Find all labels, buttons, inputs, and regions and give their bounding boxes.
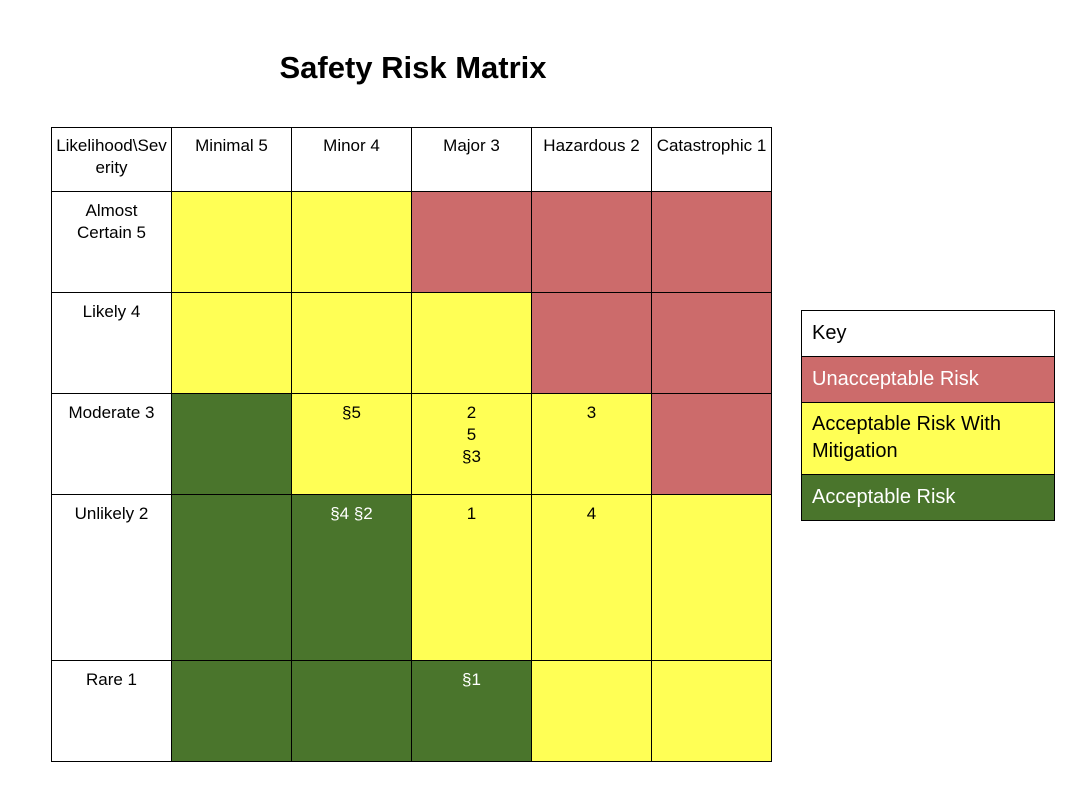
- risk-cell-acceptable: [171, 660, 292, 762]
- likelihood-header-cell: Rare 1: [51, 660, 172, 762]
- risk-cell-mitigation: [531, 660, 652, 762]
- hazard-mark: 1: [466, 504, 477, 523]
- likelihood-row: Unlikely 2 §4 §2 1 4: [51, 494, 772, 661]
- risk-cell-unacceptable: [651, 393, 772, 495]
- hazard-mark: §4 §2: [330, 504, 373, 523]
- likelihood-header-cell: Likely 4: [51, 292, 172, 394]
- risk-cell-mitigation: [171, 191, 292, 293]
- likelihood-row: Almost Certain 5: [51, 191, 772, 293]
- likelihood-row: Moderate 3 §5 2 5 §3 3: [51, 393, 772, 495]
- risk-cell-mitigation: 2 5 §3: [411, 393, 532, 495]
- hazard-mark: §1: [462, 670, 481, 689]
- severity-label: Minimal 5: [195, 136, 268, 155]
- severity-header-cell: Minimal 5: [171, 127, 292, 192]
- risk-cell-acceptable: [171, 494, 292, 661]
- risk-cell-mitigation: [651, 494, 772, 661]
- matrix-corner-cell: Likelihood\Severity: [51, 127, 172, 192]
- likelihood-label: Rare 1: [85, 670, 138, 689]
- severity-header-cell: Minor 4: [291, 127, 412, 192]
- risk-cell-acceptable: §4 §2: [291, 494, 412, 661]
- risk-cell-unacceptable: [651, 292, 772, 394]
- risk-cell-unacceptable: [531, 191, 652, 293]
- risk-cell-mitigation: 1: [411, 494, 532, 661]
- likelihood-label: Unlikely 2: [74, 504, 149, 523]
- severity-label: Catastrophic 1: [656, 136, 767, 155]
- risk-cell-acceptable: [291, 660, 412, 762]
- risk-cell-acceptable: [171, 393, 292, 495]
- hazard-mark: 5: [466, 425, 477, 444]
- hazard-mark: §5: [342, 403, 361, 422]
- severity-header-cell: Major 3: [411, 127, 532, 192]
- likelihood-label: Moderate 3: [68, 403, 155, 422]
- hazard-mark: 4: [586, 504, 597, 523]
- legend: Key Unacceptable Risk Acceptable Risk Wi…: [801, 310, 1055, 521]
- risk-matrix: Likelihood\Severity Minimal 5 Minor 4 Ma…: [51, 127, 772, 762]
- risk-cell-mitigation: [411, 292, 532, 394]
- risk-cell-unacceptable: [651, 191, 772, 293]
- likelihood-row: Likely 4: [51, 292, 772, 394]
- matrix-header-row: Likelihood\Severity Minimal 5 Minor 4 Ma…: [51, 127, 772, 192]
- likelihood-header-cell: Unlikely 2: [51, 494, 172, 661]
- likelihood-row: Rare 1 §1: [51, 660, 772, 762]
- severity-label: Minor 4: [323, 136, 380, 155]
- severity-label: Hazardous 2: [543, 136, 640, 155]
- hazard-mark: 2: [466, 403, 477, 422]
- risk-cell-mitigation: 4: [531, 494, 652, 661]
- corner-label: Likelihood\Severity: [56, 136, 167, 177]
- page-title: Safety Risk Matrix: [279, 50, 547, 85]
- risk-cell-mitigation: 3: [531, 393, 652, 495]
- legend-title: Key: [802, 311, 1054, 356]
- legend-item-unacceptable: Unacceptable Risk: [802, 356, 1054, 402]
- risk-cell-mitigation: [651, 660, 772, 762]
- risk-cell-mitigation: §5: [291, 393, 412, 495]
- likelihood-label: Likely 4: [82, 302, 141, 321]
- likelihood-label: Almost Certain 5: [77, 201, 146, 242]
- risk-cell-acceptable: §1: [411, 660, 532, 762]
- risk-cell-mitigation: [171, 292, 292, 394]
- likelihood-header-cell: Almost Certain 5: [51, 191, 172, 293]
- severity-label: Major 3: [443, 136, 500, 155]
- risk-cell-unacceptable: [411, 191, 532, 293]
- risk-cell-mitigation: [291, 191, 412, 293]
- risk-cell-mitigation: [291, 292, 412, 394]
- severity-header-cell: Hazardous 2: [531, 127, 652, 192]
- legend-item-mitigation: Acceptable Risk With Mitigation: [802, 402, 1054, 474]
- hazard-mark: 3: [586, 403, 597, 422]
- legend-item-acceptable: Acceptable Risk: [802, 474, 1054, 520]
- hazard-mark: §3: [462, 447, 481, 466]
- severity-header-cell: Catastrophic 1: [651, 127, 772, 192]
- likelihood-header-cell: Moderate 3: [51, 393, 172, 495]
- risk-cell-unacceptable: [531, 292, 652, 394]
